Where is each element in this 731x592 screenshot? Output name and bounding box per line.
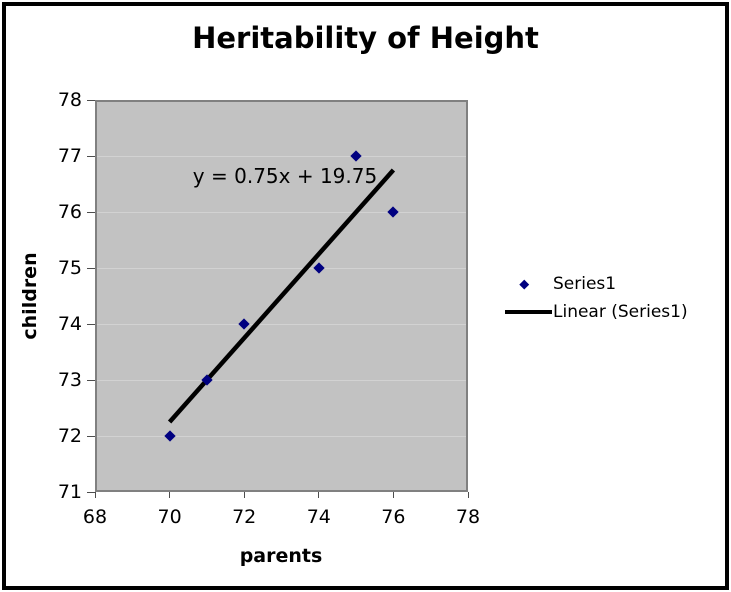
- x-tick-label: 76: [381, 506, 406, 528]
- y-tick-mark: [87, 99, 95, 101]
- x-axis-title: parents: [239, 545, 323, 567]
- y-tick-label: 77: [57, 145, 82, 167]
- x-tick-label: 68: [82, 506, 108, 528]
- legend-sample-linear: [495, 310, 553, 314]
- x-tick-mark: [318, 492, 320, 498]
- gridline: [97, 379, 466, 381]
- gridline: [97, 323, 466, 325]
- y-tick-label: 71: [57, 481, 82, 503]
- y-tick-label: 74: [57, 313, 82, 335]
- x-tick-mark: [467, 492, 469, 498]
- y-tick-mark: [87, 491, 95, 493]
- legend-item-series1: Series1: [495, 272, 616, 296]
- plot-area: [95, 100, 468, 492]
- y-tick-label: 78: [57, 89, 82, 111]
- x-tick-mark: [169, 492, 171, 498]
- x-tick-label: 74: [306, 506, 331, 528]
- y-tick-mark: [87, 267, 95, 269]
- legend-label-linear: Linear (Series1): [553, 302, 688, 322]
- x-tick-label: 72: [232, 506, 257, 528]
- y-tick-label: 73: [57, 369, 82, 391]
- gridline: [97, 435, 466, 437]
- diamond-marker-icon: [519, 279, 529, 289]
- chart-title: Heritability of Height: [192, 21, 539, 55]
- x-tick-mark: [94, 492, 96, 498]
- y-tick-mark: [87, 379, 95, 381]
- y-tick-mark: [87, 155, 95, 157]
- y-tick-label: 72: [57, 425, 82, 447]
- legend-label-series1: Series1: [553, 274, 617, 294]
- y-tick-label: 75: [57, 257, 82, 279]
- legend-sample-series1: [495, 279, 553, 289]
- y-tick-mark: [87, 435, 95, 437]
- gridline: [97, 155, 466, 157]
- y-tick-mark: [87, 323, 95, 325]
- gridline: [97, 267, 466, 269]
- trendline-sample-icon: [505, 310, 552, 314]
- x-tick-mark: [392, 492, 394, 498]
- trendline-equation-label: y = 0.75x + 19.75: [192, 164, 378, 188]
- gridline: [97, 211, 466, 213]
- y-tick-label: 76: [57, 201, 82, 223]
- x-tick-mark: [243, 492, 245, 498]
- y-tick-mark: [87, 211, 95, 213]
- x-tick-label: 70: [157, 506, 182, 528]
- legend-item-linear: Linear (Series1): [495, 300, 688, 324]
- x-tick-label: 78: [455, 506, 481, 528]
